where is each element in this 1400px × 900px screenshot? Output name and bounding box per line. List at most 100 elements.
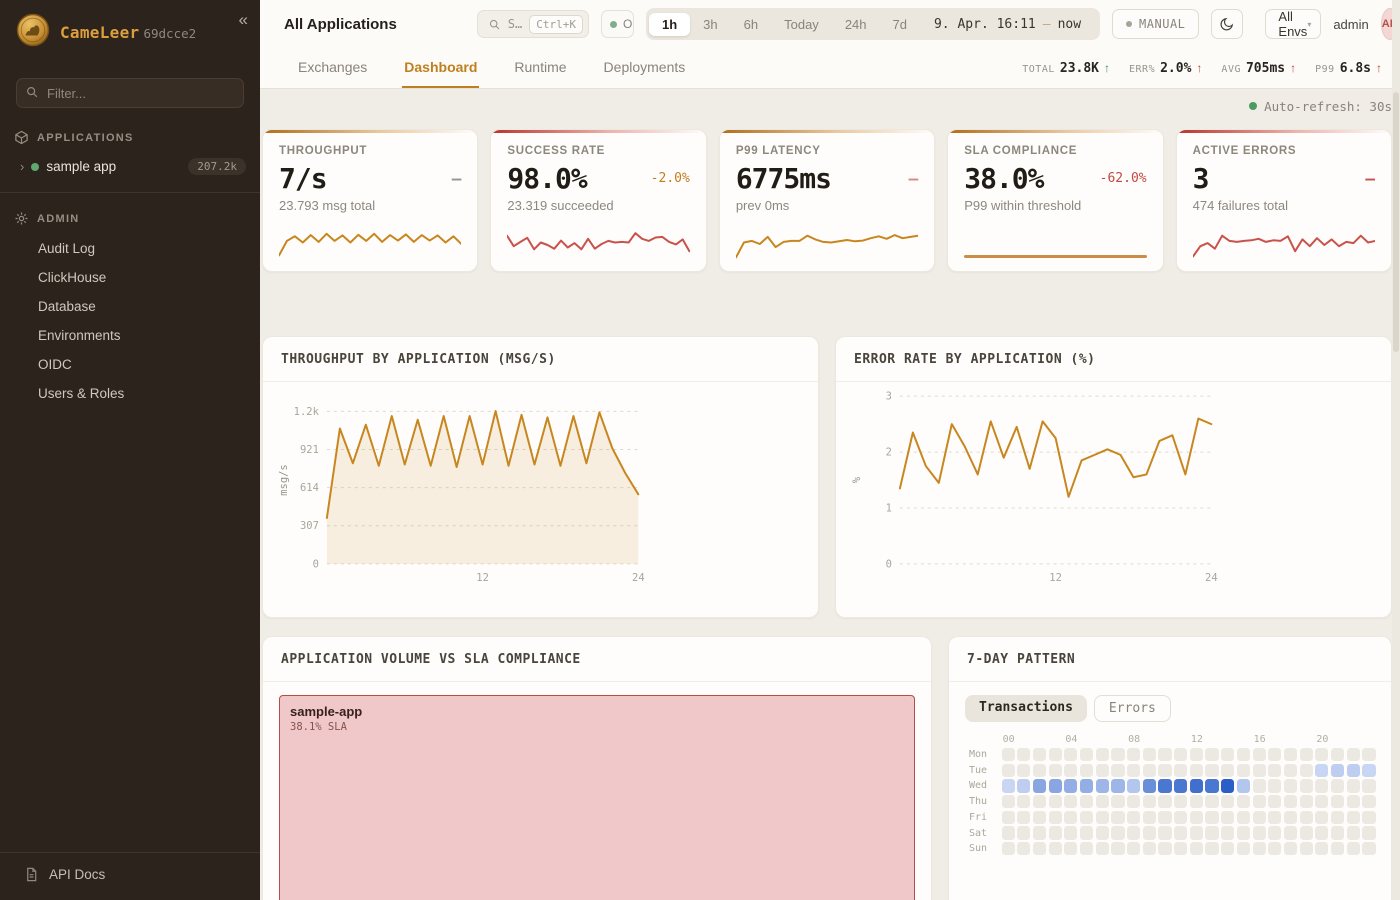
heatmap-cell[interactable]: [1236, 810, 1250, 824]
heatmap-cell[interactable]: [1362, 810, 1376, 824]
heatmap-cell[interactable]: [1032, 842, 1047, 856]
heatmap-cell[interactable]: [1158, 795, 1172, 809]
heatmap-cell[interactable]: [1142, 842, 1156, 856]
heatmap-cell[interactable]: [1315, 842, 1329, 856]
heatmap-cell[interactable]: [1032, 795, 1047, 809]
heatmap-cell[interactable]: [1205, 779, 1219, 793]
heatmap-cell[interactable]: [1346, 763, 1360, 777]
heatmap-cell[interactable]: [1001, 842, 1015, 856]
online-status-pill[interactable]: O: [601, 10, 634, 38]
heatmap-cell[interactable]: [1127, 810, 1141, 824]
heatmap-cell[interactable]: [1268, 763, 1282, 777]
toggle-transactions[interactable]: Transactions: [965, 695, 1087, 722]
heatmap-cell[interactable]: [1268, 795, 1282, 809]
sidebar-collapse-icon[interactable]: «: [238, 10, 248, 29]
heatmap-cell[interactable]: [1252, 763, 1266, 777]
heatmap-cell[interactable]: [1032, 763, 1047, 777]
heatmap-cell[interactable]: [1346, 842, 1360, 856]
heatmap-cell[interactable]: [1158, 826, 1172, 840]
heatmap-cell[interactable]: [1189, 763, 1203, 777]
heatmap-cell[interactable]: [1127, 763, 1141, 777]
chevron-right-icon[interactable]: ›: [20, 159, 25, 174]
tab-deployments[interactable]: Deployments: [603, 59, 686, 75]
heatmap-cell[interactable]: [1283, 826, 1298, 840]
toggle-errors[interactable]: Errors: [1093, 695, 1171, 722]
kpi-card-sla-compliance[interactable]: SLA COMPLIANCE 38.0% -62.0% P99 within thre…: [947, 129, 1164, 272]
heatmap-cell[interactable]: [1252, 810, 1266, 824]
heatmap-cell[interactable]: [1111, 826, 1125, 840]
heatmap-cell[interactable]: [1268, 779, 1282, 793]
heatmap-cell[interactable]: [1017, 763, 1031, 777]
heatmap-cell[interactable]: [1079, 748, 1094, 762]
heatmap-cell[interactable]: [1032, 810, 1047, 824]
heatmap-cell[interactable]: [1001, 748, 1015, 762]
heatmap-cell[interactable]: [1158, 810, 1172, 824]
heatmap-cell[interactable]: [1283, 810, 1298, 824]
heatmap-cell[interactable]: [1330, 810, 1345, 824]
heatmap-cell[interactable]: [1236, 748, 1250, 762]
heatmap-cell[interactable]: [1079, 763, 1094, 777]
heatmap-cell[interactable]: [1315, 779, 1329, 793]
heatmap-cell[interactable]: [1205, 763, 1219, 777]
heatmap-cell[interactable]: [1299, 826, 1313, 840]
sidebar-item-database[interactable]: Database: [38, 299, 96, 314]
heatmap-cell[interactable]: [1221, 779, 1235, 793]
heatmap-cell[interactable]: [1236, 763, 1250, 777]
heatmap-cell[interactable]: [1158, 763, 1172, 777]
heatmap-cell[interactable]: [1299, 763, 1313, 777]
heatmap-cell[interactable]: [1221, 826, 1235, 840]
heatmap-cell[interactable]: [1252, 826, 1266, 840]
heatmap-cell[interactable]: [1158, 779, 1172, 793]
heatmap-cell[interactable]: [1001, 826, 1015, 840]
heatmap-cell[interactable]: [1189, 748, 1203, 762]
heatmap-cell[interactable]: [1236, 795, 1250, 809]
tab-dashboard[interactable]: Dashboard: [402, 48, 480, 88]
heatmap-cell[interactable]: [1205, 795, 1219, 809]
heatmap-cell[interactable]: [1095, 748, 1109, 762]
time-range-3h[interactable]: 3h: [703, 16, 718, 32]
heatmap-cell[interactable]: [1299, 810, 1313, 824]
heatmap-cell[interactable]: [1189, 795, 1203, 809]
heatmap-cell[interactable]: [1142, 795, 1156, 809]
heatmap-cell[interactable]: [1095, 795, 1109, 809]
heatmap-cell[interactable]: [1174, 763, 1188, 777]
heatmap-cell[interactable]: [1315, 748, 1329, 762]
heatmap-cell[interactable]: [1330, 763, 1345, 777]
heatmap-cell[interactable]: [1330, 779, 1345, 793]
scrollbar-thumb[interactable]: [1393, 92, 1399, 352]
heatmap-cell[interactable]: [1330, 842, 1345, 856]
heatmap-cell[interactable]: [1252, 795, 1266, 809]
heatmap-cell[interactable]: [1221, 810, 1235, 824]
heatmap-cell[interactable]: [1362, 779, 1376, 793]
heatmap-cell[interactable]: [1064, 826, 1078, 840]
kpi-card-p99-latency[interactable]: P99 LATENCY 6775ms – prev 0ms: [718, 129, 936, 272]
heatmap-cell[interactable]: [1221, 748, 1235, 762]
heatmap-cell[interactable]: [1362, 763, 1376, 777]
heatmap-cell[interactable]: [1079, 826, 1094, 840]
heatmap-cell[interactable]: [1205, 842, 1219, 856]
heatmap-cell[interactable]: [1299, 842, 1313, 856]
heatmap-cell[interactable]: [1315, 763, 1329, 777]
heatmap-cell[interactable]: [1252, 779, 1266, 793]
heatmap-cell[interactable]: [1174, 842, 1188, 856]
heatmap-cell[interactable]: [1283, 779, 1298, 793]
heatmap-cell[interactable]: [1142, 779, 1156, 793]
heatmap-cell[interactable]: [1330, 826, 1345, 840]
heatmap-cell[interactable]: [1299, 779, 1313, 793]
heatmap-cell[interactable]: [1236, 779, 1250, 793]
heatmap-cell[interactable]: [1017, 748, 1031, 762]
heatmap-cell[interactable]: [1252, 748, 1266, 762]
heatmap-cell[interactable]: [1142, 748, 1156, 762]
heatmap-cell[interactable]: [1189, 810, 1203, 824]
heatmap-cell[interactable]: [1330, 795, 1345, 809]
heatmap-cell[interactable]: [1032, 826, 1047, 840]
heatmap-cell[interactable]: [1079, 842, 1094, 856]
heatmap-cell[interactable]: [1158, 842, 1172, 856]
heatmap-cell[interactable]: [1001, 779, 1015, 793]
sidebar-item-environments[interactable]: Environments: [38, 328, 121, 343]
page-scrollbar[interactable]: [1392, 0, 1400, 900]
heatmap-cell[interactable]: [1221, 795, 1235, 809]
heatmap-cell[interactable]: [1111, 842, 1125, 856]
heatmap-cell[interactable]: [1268, 826, 1282, 840]
heatmap-cell[interactable]: [1283, 795, 1298, 809]
